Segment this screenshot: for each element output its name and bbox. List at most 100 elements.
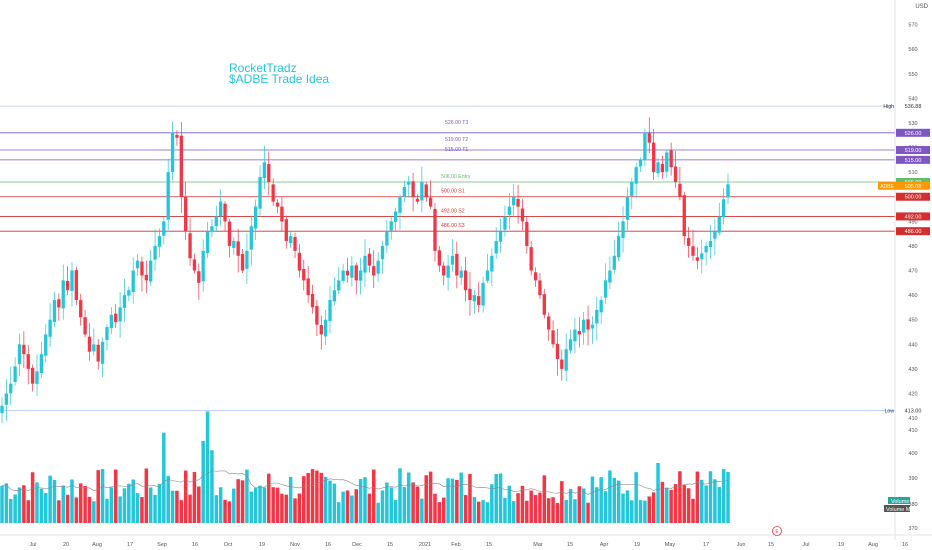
candle-body bbox=[389, 221, 393, 231]
volume-bar bbox=[293, 498, 297, 523]
candle-body bbox=[70, 270, 74, 291]
candle-body bbox=[288, 236, 293, 244]
volume-bar bbox=[96, 470, 100, 523]
candle-body bbox=[555, 343, 560, 360]
time-tick-label: 17 bbox=[127, 542, 133, 548]
volume-bar bbox=[511, 501, 516, 523]
volume-bar bbox=[516, 493, 520, 523]
svg-text:E: E bbox=[775, 529, 779, 535]
last-price-bg bbox=[896, 181, 930, 190]
candle-body bbox=[74, 270, 79, 301]
level-tag: 492.00 bbox=[905, 214, 922, 220]
candle-body bbox=[149, 260, 153, 282]
candle-body bbox=[656, 162, 660, 174]
candle-body bbox=[367, 253, 372, 266]
candle-body bbox=[223, 203, 227, 222]
volume-bar bbox=[140, 497, 144, 523]
volume-bar bbox=[446, 478, 450, 523]
volume-bar bbox=[433, 493, 437, 523]
candle-body bbox=[660, 163, 665, 173]
volume-bar bbox=[275, 487, 280, 523]
price-levels: 526.00 T3 519.00 T2 515.00 T1 506.00 Entry 5… bbox=[0, 105, 895, 412]
volume-bar bbox=[551, 497, 555, 523]
candle-body bbox=[17, 344, 22, 365]
volume-bar bbox=[367, 493, 372, 523]
volume-bars bbox=[0, 411, 730, 523]
level-tag: 486.00 bbox=[905, 229, 922, 235]
candle-body bbox=[564, 349, 568, 371]
level-tag: 526.00 bbox=[905, 131, 922, 137]
time-tick-label: 15 bbox=[387, 542, 393, 548]
volume-bar bbox=[105, 498, 109, 523]
candle-body bbox=[179, 135, 183, 197]
volume-bar bbox=[380, 490, 385, 523]
volume-bar bbox=[122, 488, 127, 523]
volume-bar bbox=[441, 497, 446, 523]
level-label: 519.00 T2 bbox=[445, 137, 468, 143]
candle-body bbox=[721, 199, 726, 218]
volume-bar bbox=[210, 450, 214, 523]
candle-body bbox=[551, 330, 555, 345]
volume-bar bbox=[437, 502, 442, 523]
price-tick-label: 450 bbox=[908, 318, 917, 324]
candle-body bbox=[363, 255, 367, 273]
volume-tick-label: 400 bbox=[908, 451, 917, 457]
candle-body bbox=[105, 327, 109, 341]
volume-bar bbox=[284, 494, 289, 523]
candle-body bbox=[4, 393, 9, 405]
volume-bar bbox=[179, 500, 184, 523]
level-tag: 500.00 bbox=[905, 195, 922, 201]
volume-bar bbox=[665, 487, 669, 523]
candle-body bbox=[65, 280, 70, 291]
price-tick-label: 440 bbox=[908, 342, 917, 348]
candle-body bbox=[271, 184, 275, 202]
low-tag: 413.00 bbox=[905, 409, 922, 415]
candle-body bbox=[122, 295, 127, 308]
volume-bar bbox=[35, 482, 39, 523]
volume-bar bbox=[682, 484, 687, 523]
volume-bar bbox=[577, 486, 582, 523]
candle-body bbox=[525, 221, 529, 246]
candle-body bbox=[691, 246, 695, 256]
candle-body bbox=[402, 186, 407, 197]
candle-body bbox=[131, 270, 135, 292]
volume-bar bbox=[520, 485, 525, 523]
candle-body bbox=[157, 236, 162, 247]
volume-bar bbox=[0, 485, 4, 523]
volume-bar bbox=[183, 470, 188, 523]
volume-bar bbox=[376, 502, 380, 523]
volume-bar bbox=[135, 493, 140, 523]
candle-body bbox=[280, 206, 284, 222]
volume-bar bbox=[315, 470, 319, 523]
volume-bar bbox=[586, 502, 590, 523]
high-tag: 536.88 bbox=[905, 104, 922, 110]
volume-bar bbox=[560, 481, 564, 523]
candle-body bbox=[358, 270, 363, 281]
volume-bar bbox=[415, 486, 420, 523]
candle-body bbox=[424, 184, 428, 197]
marker-icon[interactable]: E bbox=[772, 526, 782, 536]
volume-bar bbox=[118, 496, 122, 523]
candle-body bbox=[380, 245, 385, 260]
volume-bar bbox=[65, 494, 70, 523]
time-tick-label: Oct bbox=[224, 542, 233, 548]
candle-body bbox=[39, 354, 44, 374]
volume-bar bbox=[271, 487, 275, 523]
candle-body bbox=[669, 150, 673, 168]
candle-body bbox=[79, 300, 83, 318]
volume-bar bbox=[323, 476, 328, 523]
candle-body bbox=[577, 331, 581, 335]
candle-body bbox=[415, 198, 420, 202]
candle-body bbox=[205, 231, 210, 254]
candle-body bbox=[455, 253, 459, 276]
candle-body bbox=[463, 270, 468, 291]
time-tick-label: Jun bbox=[737, 542, 746, 548]
volume-bar bbox=[686, 488, 691, 523]
volume-bar bbox=[109, 487, 114, 523]
volume-bar bbox=[673, 484, 678, 523]
candle-body bbox=[92, 344, 96, 352]
candle-body bbox=[328, 300, 332, 322]
level-tag-bg bbox=[896, 146, 930, 155]
volume-bar bbox=[223, 499, 227, 523]
